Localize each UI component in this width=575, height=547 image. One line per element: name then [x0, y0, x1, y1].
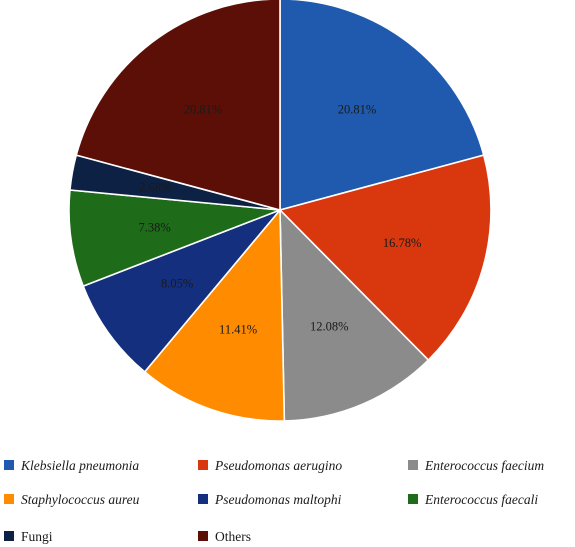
legend-item-6: Fungi	[4, 529, 53, 544]
legend-swatch-0	[4, 460, 14, 470]
legend-item-1: Pseudomonas aerugino	[198, 458, 342, 473]
legend-item-2: Enterococcus faecium	[408, 458, 544, 473]
pie-slice-0	[279, 0, 485, 211]
pie-slice-3	[143, 209, 286, 422]
pie-slice-4	[82, 209, 281, 373]
pie-slice-2	[279, 209, 430, 422]
legend-swatch-1	[198, 460, 208, 470]
slice-label-6: 2.68%	[139, 181, 171, 195]
legend-swatch-5	[408, 494, 418, 504]
legend-label-6: Fungi	[21, 529, 53, 544]
legend-label-0: Klebsiella pneumonia	[20, 458, 139, 473]
legend-label-1: Pseudomonas aerugino	[214, 458, 342, 473]
pie-slices	[68, 0, 492, 422]
legend-label-3: Staphylococcus aureu	[21, 492, 140, 507]
legend-label-7: Others	[215, 529, 251, 544]
legend-swatch-3	[4, 494, 14, 504]
pie-slice-1	[279, 154, 492, 361]
pie-slice-7	[75, 0, 281, 211]
legend-item-7: Others	[198, 529, 251, 544]
slice-label-4: 8.05%	[161, 277, 193, 291]
legend-swatch-7	[198, 531, 208, 541]
slice-label-1: 16.78%	[383, 236, 422, 250]
slice-label-0: 20.81%	[338, 103, 377, 117]
slice-label-2: 12.08%	[310, 320, 349, 334]
legend: Klebsiella pneumonia Pseudomonas aerugino…	[4, 458, 544, 544]
legend-label-2: Enterococcus faecium	[424, 458, 544, 473]
legend-item-0: Klebsiella pneumonia	[4, 458, 139, 473]
legend-label-4: Pseudomonas maltophi	[214, 492, 342, 507]
legend-swatch-4	[198, 494, 208, 504]
legend-swatch-6	[4, 531, 14, 541]
slice-label-7: 20.81%	[184, 103, 223, 117]
legend-swatch-2	[408, 460, 418, 470]
slice-label-3: 11.41%	[219, 322, 257, 336]
legend-item-3: Staphylococcus aureu	[4, 492, 140, 507]
legend-label-5: Enterococcus faecali	[424, 492, 538, 507]
slice-label-5: 7.38%	[138, 220, 170, 234]
legend-item-4: Pseudomonas maltophi	[198, 492, 342, 507]
pie-slice-labels: 20.81% 16.78% 12.08% 11.41% 8.05% 7.38% 2.68% 2…	[138, 103, 421, 337]
legend-item-5: Enterococcus faecali	[408, 492, 538, 507]
pie-slice-5	[68, 189, 281, 287]
